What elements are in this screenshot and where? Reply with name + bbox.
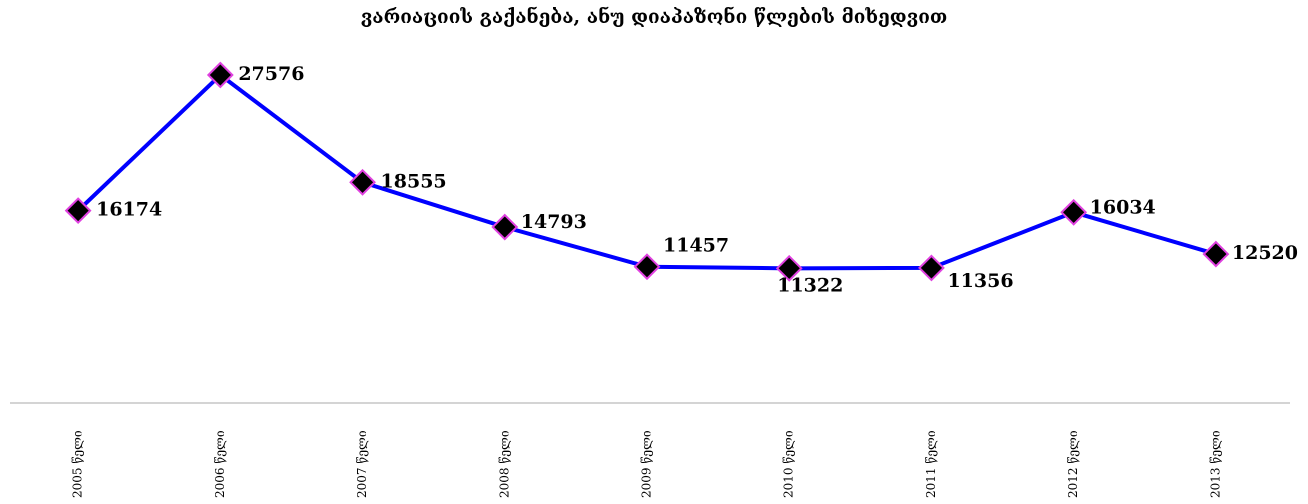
marker	[918, 254, 945, 282]
data-label: 11457	[663, 235, 729, 257]
marker	[1060, 198, 1088, 226]
data-label: 14793	[521, 211, 587, 233]
data-label: 11322	[777, 274, 843, 296]
chart-title: ვარიაციის გაქანება, ანუ დიაპაზონი წლების…	[361, 5, 948, 28]
marker	[633, 253, 661, 281]
series-line	[76, 72, 1217, 271]
x-tick-label: 2007 წელი	[355, 430, 369, 498]
x-tick-label: 2005 წელი	[71, 430, 85, 498]
marker	[64, 197, 92, 225]
x-tick-label: 2013 წელი	[1208, 430, 1222, 498]
x-tick-label: 2008 წელი	[497, 430, 511, 498]
data-label: 18555	[381, 170, 447, 192]
marker	[349, 168, 376, 196]
marker	[775, 254, 803, 282]
x-tick-label: 2011 წელი	[924, 430, 938, 498]
marker	[1202, 240, 1230, 268]
data-label: 12520	[1232, 242, 1298, 264]
x-tick-label: 2009 წელი	[640, 430, 654, 498]
data-label: 16174	[96, 199, 162, 221]
data-label: 11356	[947, 270, 1013, 292]
marker	[206, 61, 234, 89]
x-tick-label: 2006 წელი	[213, 430, 227, 498]
x-tick-label: 2012 წელი	[1066, 430, 1080, 498]
marker	[491, 213, 519, 241]
data-label: 27576	[238, 63, 304, 85]
x-tick-label: 2010 წელი	[782, 430, 796, 498]
data-label: 16034	[1090, 196, 1156, 218]
